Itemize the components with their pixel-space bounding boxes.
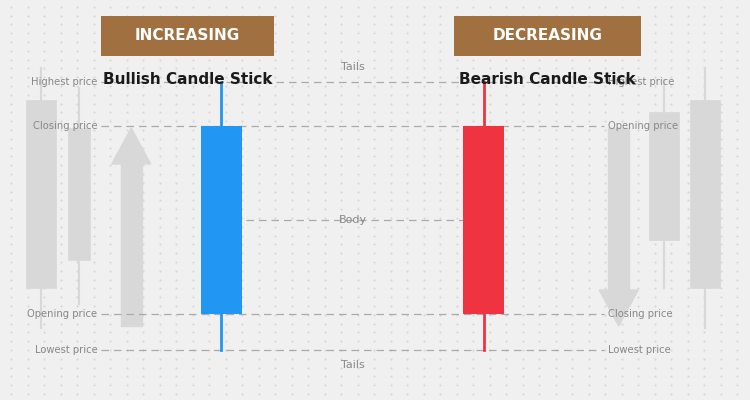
Bar	[200, 126, 242, 314]
Text: Highest price: Highest price	[608, 77, 674, 87]
Text: Highest price: Highest price	[31, 77, 98, 87]
Text: Bearish Candle Stick: Bearish Candle Stick	[459, 72, 636, 88]
Bar	[464, 126, 505, 314]
FancyBboxPatch shape	[454, 16, 641, 56]
Text: Bullish Candle Stick: Bullish Candle Stick	[103, 72, 272, 88]
Text: Body: Body	[338, 215, 367, 225]
Polygon shape	[599, 290, 638, 326]
Bar	[690, 100, 720, 288]
Text: Lowest price: Lowest price	[608, 345, 670, 355]
Bar	[649, 112, 679, 240]
Bar	[26, 100, 56, 288]
Text: Opening price: Opening price	[27, 309, 98, 319]
Text: DECREASING: DECREASING	[493, 28, 602, 44]
Text: Tails: Tails	[340, 360, 364, 370]
FancyBboxPatch shape	[101, 16, 274, 56]
Polygon shape	[112, 128, 151, 164]
Text: Lowest price: Lowest price	[34, 345, 98, 355]
Text: Closing price: Closing price	[33, 121, 98, 131]
Text: INCREASING: INCREASING	[135, 28, 240, 44]
Bar	[68, 128, 90, 260]
Text: Opening price: Opening price	[608, 121, 678, 131]
Text: Closing price: Closing price	[608, 309, 672, 319]
Text: Tails: Tails	[340, 62, 364, 72]
